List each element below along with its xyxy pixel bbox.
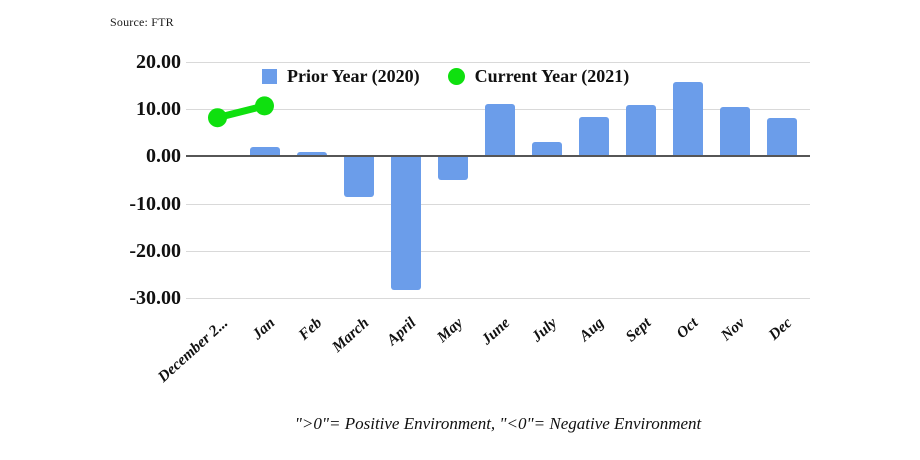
y-tick-label: -10.00 — [129, 192, 181, 215]
legend-item-prior-year: Prior Year (2020) — [262, 66, 420, 87]
gridline — [186, 250, 810, 252]
current-year-point — [208, 108, 227, 128]
y-tick-label: 0.00 — [146, 145, 181, 168]
bar-dec — [766, 117, 797, 157]
bar-aug — [578, 116, 609, 157]
zero-axis-line — [186, 155, 810, 158]
y-tick-label: 10.00 — [136, 98, 181, 121]
gridline — [186, 62, 810, 63]
current-year-point — [255, 96, 274, 116]
legend-item-current-year: Current Year (2021) — [447, 66, 630, 87]
current-year-dot-icon — [447, 68, 465, 85]
y-tick-label: -20.00 — [129, 239, 181, 262]
bar-april — [390, 156, 421, 290]
y-tick-label: 20.00 — [136, 51, 181, 73]
legend-label-prior-year: Prior Year (2020) — [287, 66, 420, 86]
legend-label-current-year: Current Year (2021) — [474, 66, 630, 86]
source-label: Source: FTR — [110, 15, 174, 29]
bar-jan — [249, 146, 280, 157]
bar-may — [437, 156, 468, 180]
footnote: ">0"= Positive Environment, "<0"= Negati… — [294, 414, 702, 433]
bar-march — [343, 156, 374, 197]
current-year-line-layer — [208, 96, 274, 128]
plot-area — [186, 62, 810, 299]
prior-year-square-icon — [262, 69, 277, 84]
legend: Prior Year (2020) Current Year (2021) — [262, 66, 629, 87]
bar-oct — [672, 81, 703, 157]
bar-nov — [719, 107, 750, 157]
y-tick-label: -30.00 — [129, 287, 181, 309]
bar-feb — [296, 151, 327, 157]
bar-sept — [625, 105, 656, 157]
gridline — [186, 298, 810, 299]
bar-june — [484, 103, 515, 157]
bar-july — [531, 142, 562, 157]
gridline — [186, 203, 810, 205]
